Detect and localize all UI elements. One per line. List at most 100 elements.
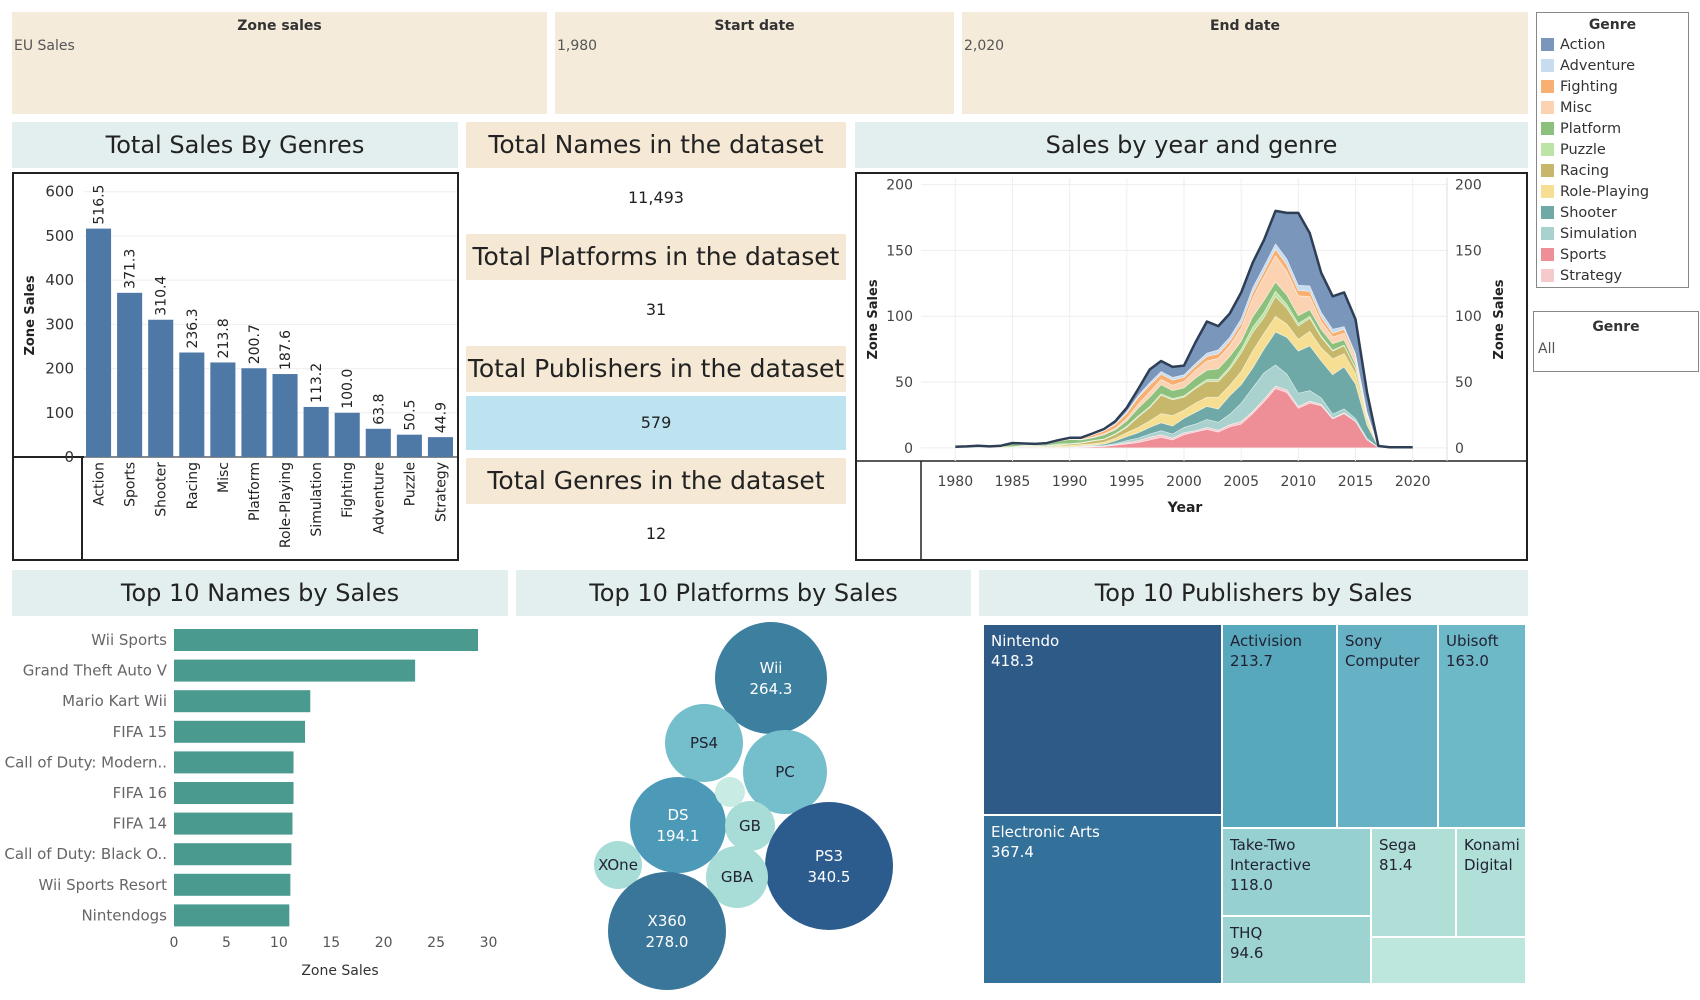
bar-grand-theft-auto-v (174, 659, 416, 682)
legend-item-platform[interactable]: Platform (1537, 119, 1688, 140)
data-label: 50.5 (402, 399, 418, 430)
total-outline (955, 209, 1413, 449)
zone-sales-filter-title: Zone sales (237, 18, 322, 34)
x-tick-label: 2010 (1281, 474, 1317, 490)
genre-filter-value[interactable]: All (1538, 341, 1556, 357)
top-publishers-title: Top 10 Publishers by Sales (979, 570, 1528, 616)
treemap-value: 418.3 (991, 652, 1034, 670)
legend-item-adventure[interactable]: Adventure (1537, 56, 1688, 77)
data-label: 213.8 (216, 318, 232, 358)
y-right-tick-label: 0 (1455, 441, 1464, 457)
y-tick-label: FIFA 14 (113, 815, 167, 833)
bubble-label: GB (739, 817, 761, 835)
x-tick-label: Strategy (433, 462, 449, 522)
bar-nintendogs (174, 904, 290, 927)
x-tick-label: 5 (222, 935, 231, 951)
legend-item-strategy[interactable]: Strategy (1537, 266, 1688, 287)
y-tick-label: 100 (886, 309, 913, 325)
treemap-cell-ubisoft: Ubisoft 163.0 (1438, 624, 1526, 828)
start-date-filter[interactable]: Start date 1,980 (555, 12, 954, 114)
top-names-bar-chart: Wii Sports Grand Theft Auto V Mario Kart W… (4, 629, 498, 979)
y-tick-label: Mario Kart Wii (62, 692, 167, 710)
legend-label: Adventure (1560, 58, 1635, 74)
data-label: 187.6 (278, 330, 294, 370)
treemap-label: Activision (1230, 632, 1303, 650)
genre-filter[interactable]: Genre All (1533, 311, 1699, 372)
legend-item-misc[interactable]: Misc (1537, 98, 1688, 119)
x-tick-label: Simulation (309, 462, 325, 537)
bubble-gba (706, 846, 768, 908)
legend-item-racing[interactable]: Racing (1537, 161, 1688, 182)
legend-swatch (1541, 101, 1554, 114)
y-tick-label: Grand Theft Auto V (23, 662, 168, 680)
bubble-label: PS4 (690, 734, 718, 752)
bar-puzzle (396, 434, 422, 457)
data-label: 371.3 (123, 249, 139, 289)
y-tick-label: 400 (45, 271, 74, 289)
end-date-filter[interactable]: End date 2,020 (962, 12, 1528, 114)
y-tick-label: 100 (45, 404, 74, 422)
legend-item-role-playing[interactable]: Role-Playing (1537, 182, 1688, 203)
chart-frame (12, 172, 459, 561)
bar-fighting (334, 412, 360, 457)
bubble-label: PS3 (815, 847, 843, 865)
y-tick-label: 200 (886, 178, 913, 194)
data-label: 236.3 (185, 308, 201, 348)
x-tick-label: 30 (480, 935, 498, 951)
x-tick-label: Sports (123, 462, 139, 507)
x-tick-label: 0 (170, 935, 179, 951)
x-tick-label: Fighting (340, 462, 356, 518)
x-tick-label: Racing (185, 462, 201, 509)
legend-swatch (1541, 227, 1554, 240)
data-label: 100.0 (340, 369, 356, 409)
bubble-wii (715, 622, 827, 734)
treemap-label: Sony Computer (1345, 632, 1420, 670)
x-tick-label: Shooter (154, 462, 170, 517)
y-tick-label: 500 (45, 227, 74, 245)
top-names-title: Top 10 Names by Sales (12, 570, 508, 616)
legend-item-sports[interactable]: Sports (1537, 245, 1688, 266)
bubble-label: X360 (648, 912, 687, 930)
x-tick-label: Role-Playing (278, 462, 294, 548)
treemap-cell-electronic-arts: Electronic Arts 367.4 (983, 815, 1222, 984)
x-axis-label: Year (1167, 500, 1203, 516)
top-platforms-bubble-chart: Wii 264.3 PS4 PC DS 194.1 GB PS3 340.5 XOne GBA X36… (594, 622, 893, 990)
legend-label: Strategy (1560, 268, 1623, 284)
legend-item-fighting[interactable]: Fighting (1537, 77, 1688, 98)
y-tick-label: 150 (886, 243, 913, 259)
bubble-gb (725, 801, 775, 851)
x-tick-label: 10 (270, 935, 288, 951)
treemap-label: Nintendo (991, 632, 1060, 650)
treemap-label: THQ (1230, 924, 1263, 942)
bubble-pc (743, 730, 827, 814)
legend-swatch (1541, 206, 1554, 219)
legend-label: Shooter (1560, 205, 1617, 221)
treemap-label: Sega (1379, 836, 1417, 854)
treemap-cell-sega: Sega 81.4 (1371, 828, 1456, 937)
end-date-filter-value[interactable]: 2,020 (964, 38, 1005, 54)
bar-role-playing (272, 374, 298, 457)
zone-sales-filter[interactable]: Zone sales EU Sales (12, 12, 547, 114)
legend-swatch (1541, 143, 1554, 156)
legend-swatch (1541, 38, 1554, 51)
x-tick-label: 15 (322, 935, 340, 951)
legend-swatch (1541, 122, 1554, 135)
total-publishers-value[interactable]: 579 (466, 396, 846, 450)
legend-item-simulation[interactable]: Simulation (1537, 224, 1688, 245)
legend-item-puzzle[interactable]: Puzzle (1537, 140, 1688, 161)
legend-swatch (1541, 80, 1554, 93)
data-label: 113.2 (309, 363, 325, 403)
x-axis-label: Zone Sales (301, 963, 378, 979)
bubble-label: DS (667, 806, 688, 824)
treemap-cell-thq: THQ 94.6 (1222, 916, 1371, 984)
start-date-filter-value[interactable]: 1,980 (557, 38, 598, 54)
legend-item-shooter[interactable]: Shooter (1537, 203, 1688, 224)
year-genre-area-chart: 0 0 50 50 100 100 150 150 200 200 1980 1985 1990 1995… (855, 172, 1528, 561)
treemap-cell-activision: Activision 213.7 (1222, 624, 1337, 828)
y-axis-label-right: Zone Sales (1492, 279, 1507, 359)
treemap-value: 81.4 (1379, 856, 1413, 874)
y-tick-label: 0 (904, 441, 913, 457)
zone-sales-filter-value[interactable]: EU Sales (14, 38, 75, 54)
legend-item-action[interactable]: Action (1537, 35, 1688, 56)
treemap-label: Electronic Arts (991, 823, 1100, 841)
